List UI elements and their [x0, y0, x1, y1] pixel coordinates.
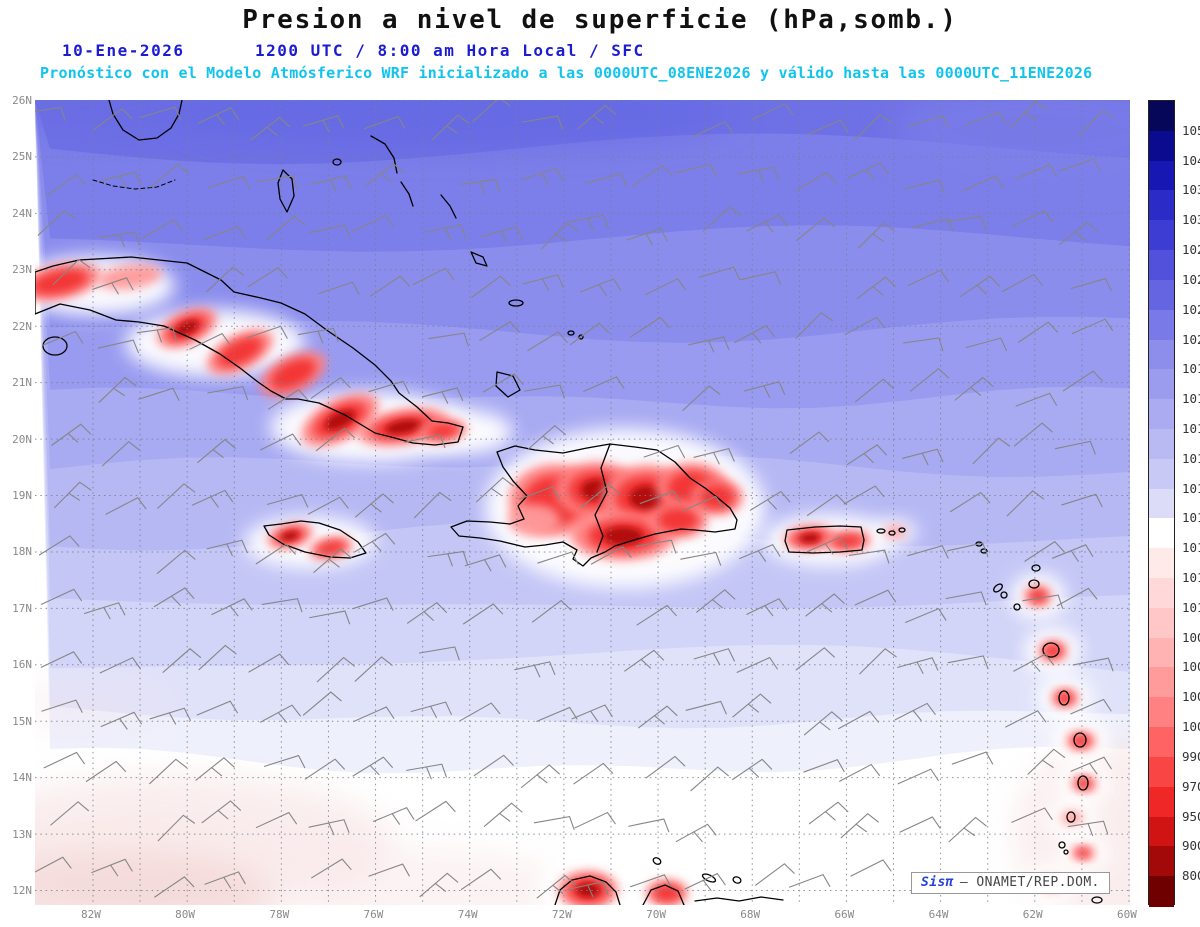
- lat-label: 26N: [12, 94, 32, 107]
- lat-label: 23N: [12, 263, 32, 277]
- lon-label: 80W: [175, 908, 196, 921]
- colorbar-segment: [1149, 399, 1174, 430]
- page-title: Presion a nivel de superficie (hPa,somb.…: [242, 5, 958, 35]
- colorbar-label: 1015: [1182, 480, 1200, 496]
- lat-label: 14N: [12, 771, 32, 785]
- lat-label: 15N: [12, 714, 32, 728]
- lon-label: 66W: [834, 908, 855, 921]
- colorbar-label: 970: [1182, 778, 1200, 794]
- colorbar-label: 1008: [1182, 629, 1200, 645]
- colorbar-label: 1013: [1182, 540, 1200, 556]
- colorbar-label: 1018: [1182, 391, 1200, 407]
- colorbar-segment: [1149, 578, 1174, 609]
- lon-label: 78W: [269, 908, 290, 921]
- colorbar-label: 1025: [1182, 271, 1200, 287]
- colorbar-segment: [1149, 697, 1174, 728]
- colorbar-label: 990: [1182, 748, 1200, 764]
- date-label: 10-Ene-2026: [62, 41, 185, 60]
- colorbar-label: 1019: [1182, 361, 1200, 377]
- lat-label: 25N: [12, 150, 32, 164]
- colorbar-segment: [1149, 607, 1174, 639]
- watermark-brand: Sisπ: [921, 875, 954, 890]
- colorbar-label: 1035: [1182, 182, 1200, 198]
- colorbar-label: 1028: [1182, 242, 1200, 258]
- colorbar-segment: [1149, 130, 1174, 162]
- colorbar-segment: [1149, 667, 1174, 698]
- lon-label: 82W: [81, 908, 101, 921]
- lat-label: 12N: [12, 884, 32, 898]
- colorbar-label: 1006: [1182, 659, 1200, 675]
- colorbar-segment: [1149, 727, 1174, 758]
- colorbar-label: 1012: [1182, 570, 1200, 586]
- lat-label: 17N: [12, 601, 32, 615]
- colorbar-label: 1030: [1182, 212, 1200, 228]
- colorbar-segment: [1149, 160, 1174, 192]
- colorbar-segment: [1149, 250, 1174, 281]
- colorbar-segment: [1149, 369, 1174, 400]
- colorbar-segment: [1149, 220, 1174, 251]
- colorbar-segment: [1149, 309, 1174, 341]
- lat-label: 24N: [12, 206, 32, 220]
- lat-label: 20N: [12, 432, 32, 446]
- lon-label: 72W: [551, 908, 572, 921]
- watermark-text: – ONAMET/REP.DOM.: [959, 875, 1100, 890]
- colorbar-label: 900: [1182, 838, 1200, 854]
- colorbar-segment: [1149, 458, 1174, 490]
- lon-label: 60W: [1116, 908, 1137, 921]
- colorbar-segment: [1149, 786, 1174, 818]
- lat-label: 16N: [12, 658, 32, 672]
- colorbar-segment: [1149, 279, 1174, 311]
- lat-label: 13N: [12, 827, 32, 841]
- colorbar-segment: [1149, 816, 1174, 847]
- colorbar-segment: [1149, 876, 1174, 907]
- colorbar-segment: [1149, 756, 1174, 788]
- lat-label: 22N: [12, 319, 32, 333]
- lon-label: 64W: [928, 908, 949, 921]
- colorbar-label: 1017: [1182, 420, 1200, 436]
- colorbar-label: 1022: [1182, 301, 1200, 317]
- colorbar-segment: [1149, 637, 1174, 669]
- watermark: Sisπ – ONAMET/REP.DOM.: [911, 872, 1110, 894]
- lon-label: 70W: [646, 908, 666, 921]
- colorbar-label: 1016: [1182, 450, 1200, 466]
- lon-label: 76W: [363, 908, 384, 921]
- colorbar-label: 1050: [1182, 122, 1200, 138]
- colorbar-segment: [1149, 518, 1174, 549]
- colorbar-segment: [1149, 339, 1174, 370]
- colorbar-segment: [1149, 428, 1174, 460]
- lat-label: 18N: [12, 545, 32, 559]
- lon-label: 68W: [740, 908, 761, 921]
- colorbar-label: 1002: [1182, 689, 1200, 705]
- colorbar-label: 1014: [1182, 510, 1200, 526]
- pressure-map: Sisπ – ONAMET/REP.DOM.: [35, 100, 1130, 905]
- colorbar-label: 1040: [1182, 152, 1200, 168]
- lon-label: 62W: [1022, 908, 1043, 921]
- colorbar-label: 800: [1182, 868, 1200, 884]
- colorbar-segment: [1149, 548, 1174, 579]
- forecast-note: Pronóstico con el Modelo Atmósferico WRF…: [40, 64, 1093, 82]
- colorbar-segment: [1149, 190, 1174, 221]
- colorbar-label: 950: [1182, 808, 1200, 824]
- pressure-field-plot: [35, 100, 1130, 905]
- colorbar-label: 1000: [1182, 719, 1200, 735]
- colorbar-segment: [1149, 101, 1174, 132]
- colorbar-label: 1020: [1182, 331, 1200, 347]
- colorbar-segment: [1149, 846, 1174, 877]
- time-label: 1200 UTC / 8:00 am Hora Local / SFC: [255, 41, 645, 60]
- colorbar-segment: [1149, 488, 1174, 519]
- lat-label: 19N: [12, 489, 32, 502]
- lon-label: 74W: [457, 908, 478, 921]
- lat-label: 21N: [12, 376, 32, 390]
- colorbar-legend: 1050 1040 1035 1030 1028 1025 1022 1020 1019 1018…: [1148, 100, 1200, 907]
